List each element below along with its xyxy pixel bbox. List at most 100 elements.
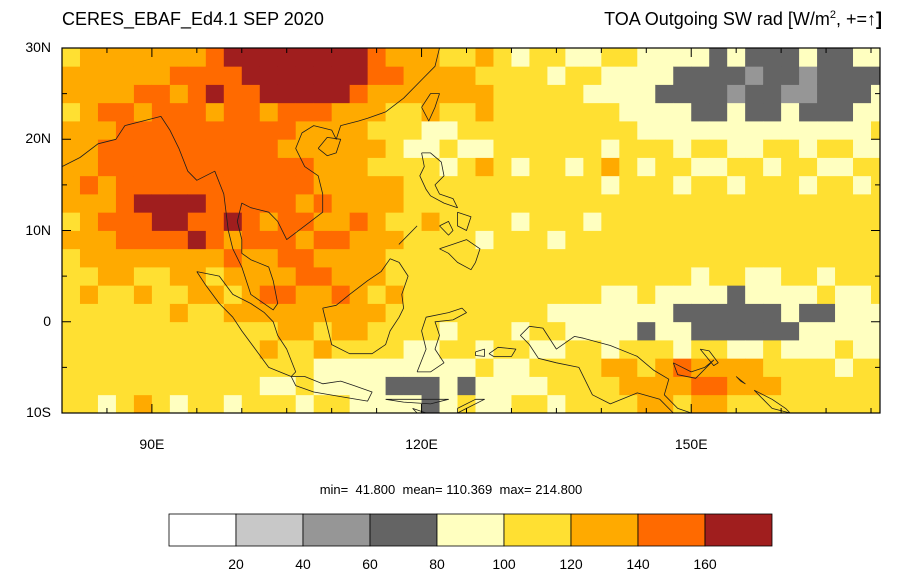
field-cell	[259, 267, 279, 286]
field-cell	[367, 230, 387, 250]
field-cell	[457, 175, 476, 195]
field-cell	[655, 358, 674, 377]
field-cell	[313, 212, 333, 231]
field-cell	[511, 157, 530, 177]
field-cell	[205, 157, 225, 177]
colorbar-label: 80	[429, 556, 445, 572]
field-cell	[79, 321, 99, 341]
field-cell	[367, 212, 387, 231]
field-cell	[151, 248, 171, 268]
field-cell	[259, 248, 279, 268]
field-cell	[421, 212, 440, 231]
field-cell	[529, 285, 548, 304]
field-cell	[565, 102, 584, 122]
field-cell	[763, 175, 782, 195]
field-cell	[367, 194, 387, 213]
lon-label: 150E	[674, 436, 708, 452]
field-cell	[439, 230, 458, 250]
field-cell	[151, 157, 171, 177]
field-cell	[781, 121, 800, 140]
field-cell	[817, 175, 836, 195]
field-cell	[565, 139, 584, 158]
field-cell	[871, 248, 881, 268]
lat-label: 10S	[26, 404, 51, 420]
coastline	[385, 398, 449, 405]
field-cell	[799, 121, 818, 140]
field-cell	[763, 157, 782, 177]
field-cell	[871, 102, 881, 122]
coastline	[196, 271, 297, 377]
field-cell	[133, 139, 153, 158]
field-cell	[295, 394, 315, 414]
field-cell	[799, 48, 818, 67]
field-cell	[187, 212, 207, 231]
field-cell	[673, 303, 692, 323]
field-cell	[115, 194, 135, 213]
field-cell	[385, 340, 404, 359]
field-cell	[871, 230, 881, 250]
field-cell	[799, 394, 818, 414]
field-cell	[421, 66, 440, 85]
field-cell	[745, 84, 764, 104]
field-cell	[169, 230, 189, 250]
field-cell	[637, 248, 656, 268]
field-cell	[241, 376, 261, 396]
field-cell	[871, 66, 881, 85]
field-cell	[151, 321, 171, 341]
field-cell	[133, 194, 153, 213]
field-cell	[583, 358, 602, 377]
field-cell	[385, 248, 404, 268]
field-cell	[241, 157, 261, 177]
field-cell	[799, 66, 818, 85]
field-cell	[241, 340, 261, 359]
field-cell	[169, 66, 189, 85]
field-cell	[691, 303, 710, 323]
field-cell	[313, 48, 333, 67]
field-cell	[241, 248, 261, 268]
stats-min-label: min=	[319, 482, 349, 497]
field-cell	[835, 212, 854, 231]
field-cell	[151, 358, 171, 377]
field-cell	[529, 121, 548, 140]
field-cell	[79, 248, 99, 268]
field-cell	[349, 212, 369, 231]
field-cell	[835, 394, 854, 414]
field-cell	[403, 48, 422, 67]
field-cell	[62, 121, 81, 140]
field-cell	[637, 139, 656, 158]
field-cell	[745, 248, 764, 268]
field-cell	[781, 175, 800, 195]
field-cell	[871, 194, 881, 213]
field-cell	[133, 230, 153, 250]
field-cell	[835, 102, 854, 122]
field-cell	[367, 66, 387, 85]
field-cell	[853, 285, 872, 304]
field-cell	[259, 194, 279, 213]
field-cell	[565, 48, 584, 67]
field-cell	[295, 321, 315, 341]
field-cell	[727, 358, 746, 377]
field-cell	[349, 321, 369, 341]
field-cell	[727, 139, 746, 158]
field-cell	[205, 248, 225, 268]
field-cell	[62, 66, 81, 85]
variable-title: TOA Outgoing SW rad [W/m2, +=↑]	[604, 9, 882, 30]
field-cell	[151, 303, 171, 323]
field-cell	[565, 84, 584, 104]
field-cell	[421, 194, 440, 213]
field-cell	[601, 248, 620, 268]
field-cell	[169, 48, 189, 67]
field-cell	[151, 102, 171, 122]
field-cell	[421, 157, 440, 177]
field-cell	[817, 48, 836, 67]
field-cell	[367, 139, 387, 158]
field-cell	[367, 121, 387, 140]
field-cell	[331, 121, 351, 140]
field-cell	[169, 102, 189, 122]
field-cell	[331, 285, 351, 304]
field-cell	[799, 267, 818, 286]
field-cell	[709, 303, 728, 323]
field-cell	[691, 358, 710, 377]
field-cell	[511, 285, 530, 304]
field-cell	[763, 194, 782, 213]
